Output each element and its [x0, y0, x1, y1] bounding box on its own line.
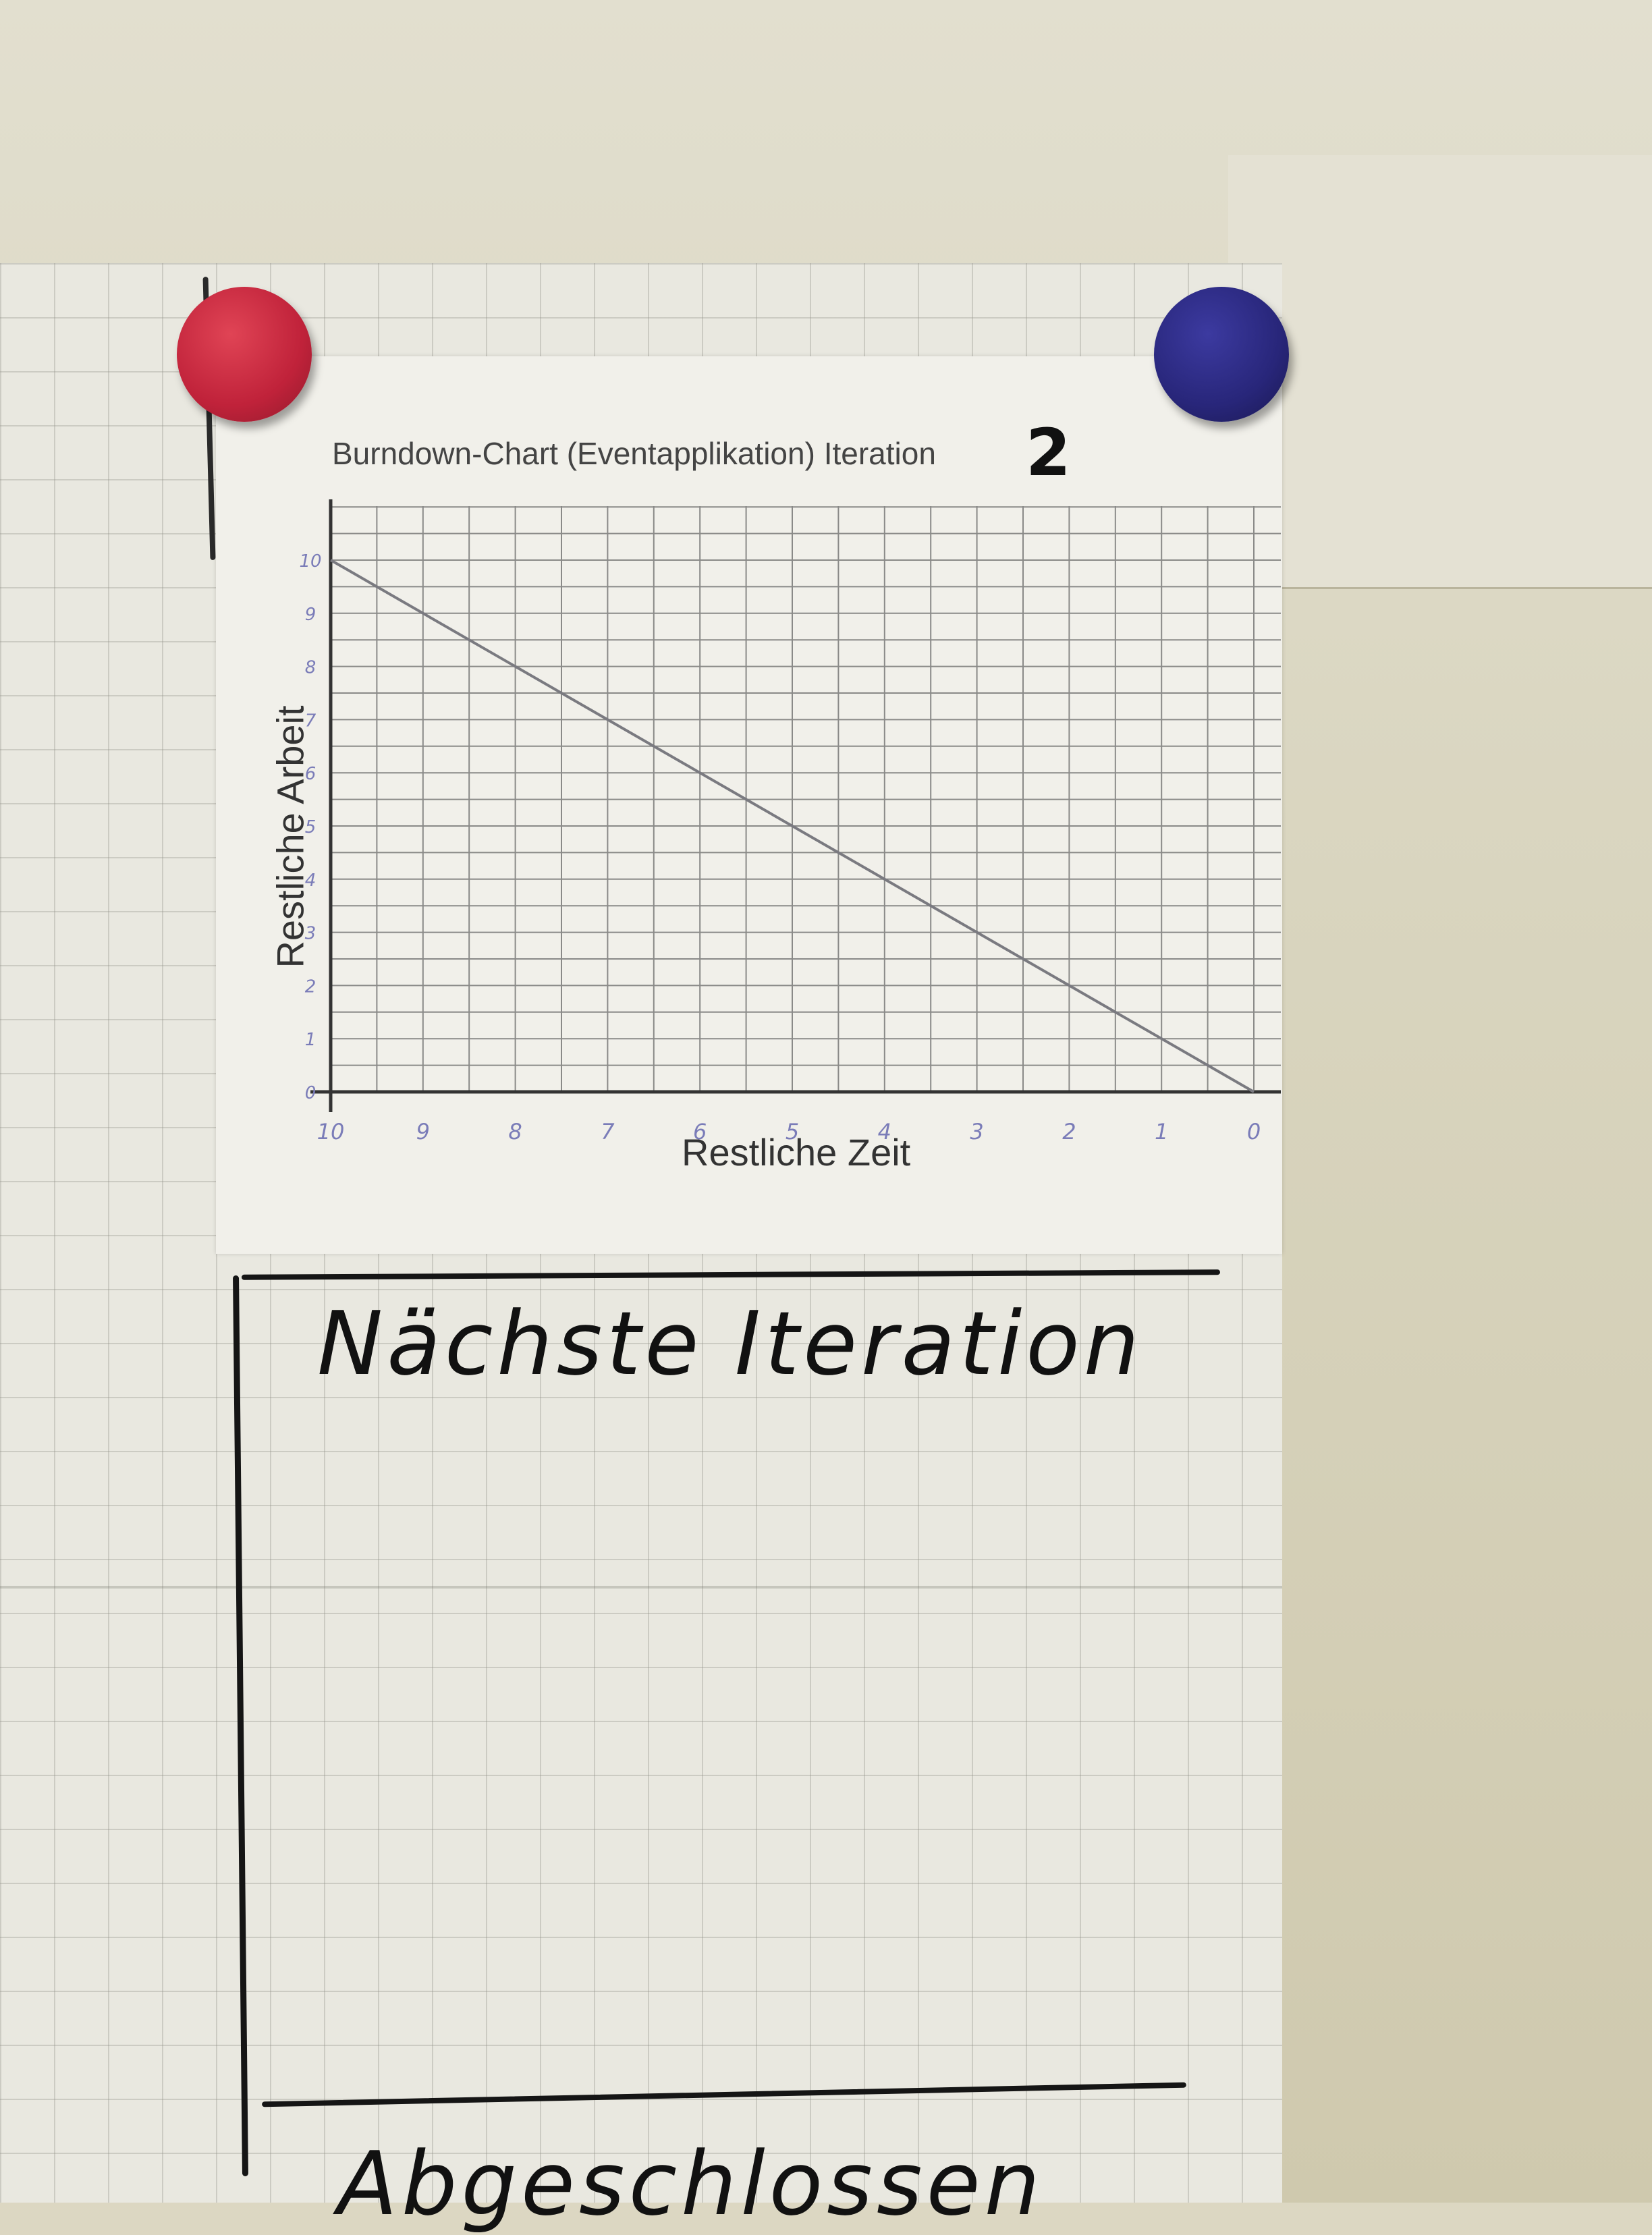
- x-tick-label: 10: [317, 1119, 345, 1144]
- iteration-number: 2: [1026, 415, 1071, 491]
- y-tick-label: 0: [305, 1083, 316, 1103]
- y-tick-label: 6: [305, 764, 316, 784]
- x-tick-label: 8: [508, 1119, 522, 1144]
- x-tick-label: 5: [786, 1119, 799, 1144]
- y-tick-label: 8: [305, 658, 316, 678]
- x-tick-label: 1: [1155, 1119, 1168, 1144]
- y-tick-label: 7: [305, 711, 316, 731]
- y-tick-label: 4: [305, 871, 316, 891]
- paper-fold-line: [0, 1586, 1282, 1589]
- x-axis-title: Restliche Zeit: [682, 1131, 911, 1174]
- section-heading-next-iteration: Nächste Iteration: [317, 1292, 1144, 1395]
- chart-title: Burndown-Chart (Eventapplikation) Iterat…: [332, 436, 936, 471]
- x-tick-label: 0: [1247, 1119, 1261, 1144]
- x-tick-label: 4: [878, 1119, 891, 1144]
- x-tick-label: 9: [416, 1119, 430, 1144]
- burndown-chart-sheet: [216, 356, 1282, 1254]
- y-tick-label: 1: [305, 1030, 316, 1050]
- y-tick-label: 10: [299, 551, 321, 572]
- x-tick-label: 3: [970, 1119, 983, 1144]
- y-tick-label: 9: [305, 605, 316, 625]
- section-heading-completed: Abgeschlossen: [337, 2132, 1045, 2235]
- wall-poster: [1228, 155, 1652, 589]
- y-tick-label: 5: [305, 817, 316, 837]
- y-axis-title: Restliche Arbeit: [269, 705, 312, 968]
- ideal-burndown-line: [330, 559, 1255, 1093]
- blue-magnet: [1154, 287, 1289, 422]
- x-tick-label: 7: [601, 1119, 615, 1144]
- x-tick-label: 2: [1062, 1119, 1076, 1144]
- x-tick-label: 6: [693, 1119, 707, 1144]
- y-tick-label: 3: [305, 924, 316, 944]
- y-tick-label: 2: [305, 976, 316, 997]
- red-magnet: [177, 287, 312, 422]
